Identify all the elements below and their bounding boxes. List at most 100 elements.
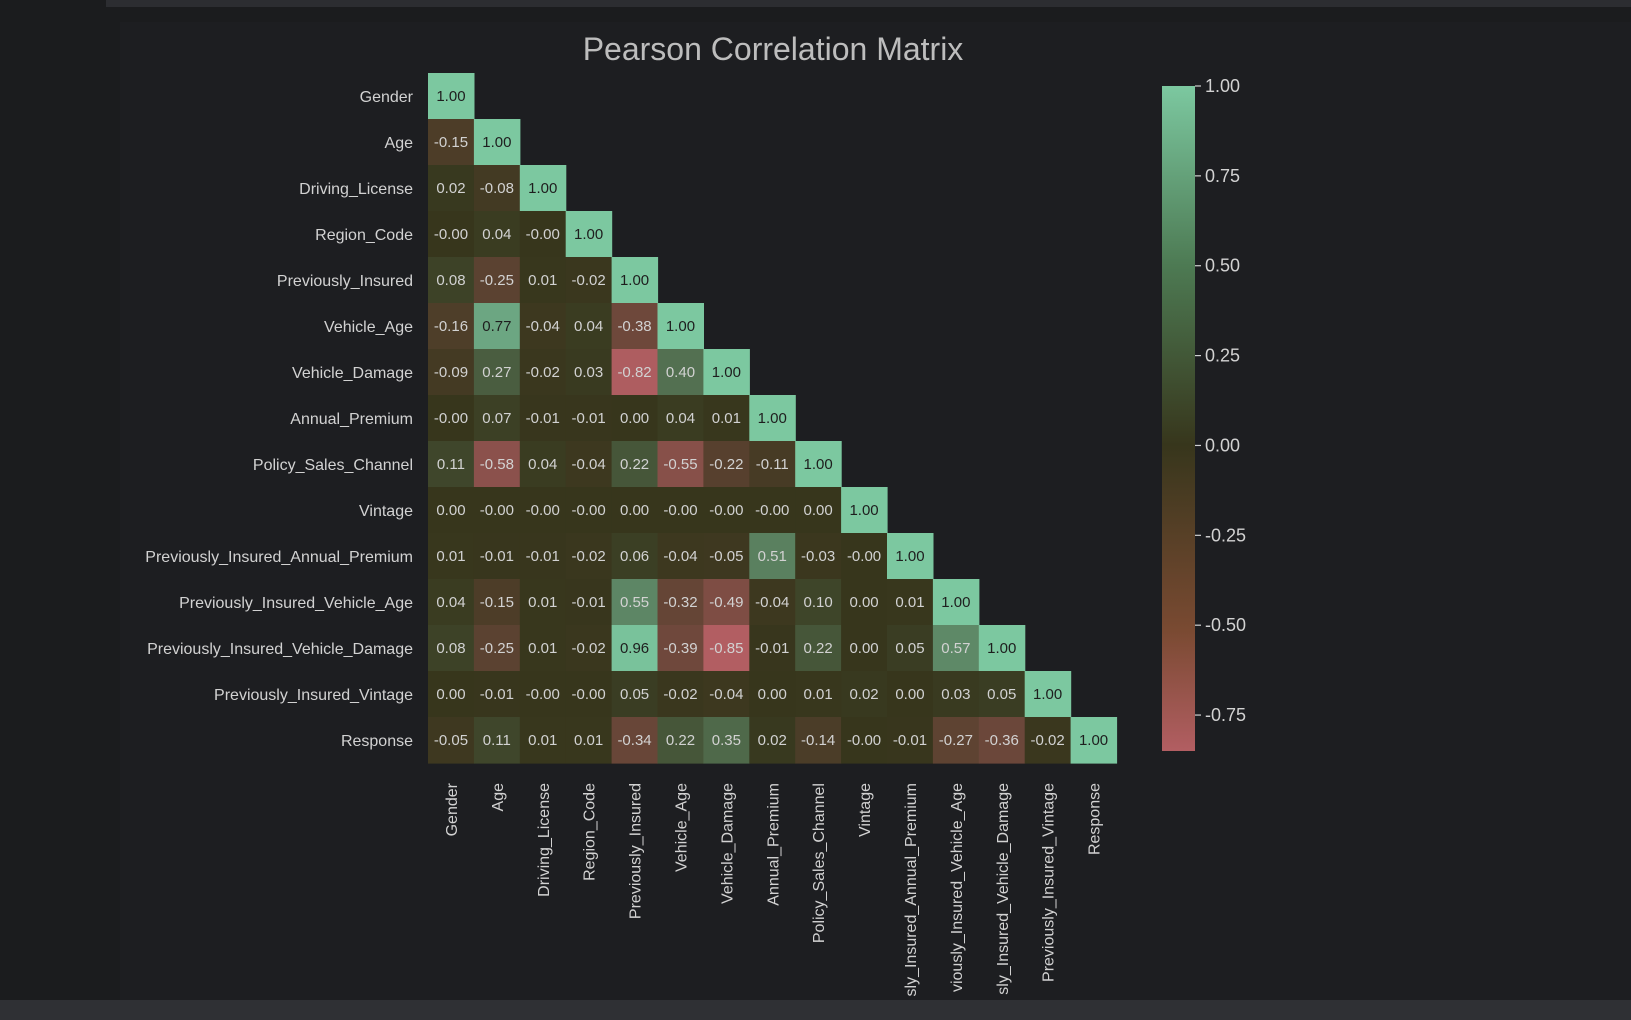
cell-value-label: 0.10 — [804, 594, 833, 611]
heatmap-cell — [611, 441, 659, 488]
heatmap-cell — [473, 579, 521, 626]
cell-value-label: 0.08 — [436, 272, 465, 289]
heatmap-cell — [519, 671, 567, 718]
heatmap-cell — [795, 717, 842, 764]
cell-value-label: 0.11 — [483, 732, 511, 749]
heatmap-cell — [749, 717, 796, 764]
heatmap-cell — [795, 671, 842, 718]
cell-value-label: -0.82 — [617, 364, 651, 381]
cell-value-label: -0.58 — [480, 456, 514, 473]
cell-value-label: 0.00 — [620, 502, 649, 519]
heatmap-cell — [611, 303, 659, 350]
heatmap-cell — [749, 671, 796, 718]
heatmap-cell — [611, 579, 659, 626]
heatmap-cell — [932, 671, 980, 718]
heatmap-cell — [749, 579, 796, 626]
column-tick-label: sly_Insured_Annual_Premium — [903, 783, 920, 996]
colorbar-tick-label: -0.25 — [1205, 525, 1246, 545]
heatmap-cell — [611, 487, 659, 534]
row-tick-label: Region_Code — [315, 227, 413, 244]
row-tick-label: Age — [385, 135, 414, 152]
heatmap-cell — [565, 717, 613, 764]
column-tick-label: Driving_License — [536, 783, 553, 897]
cell-value-label: -0.01 — [572, 594, 606, 611]
heatmap-cell — [749, 625, 796, 672]
cell-value-label: 0.22 — [620, 456, 649, 473]
cell-value-label: -0.01 — [526, 410, 560, 427]
heatmap-cell — [428, 395, 475, 442]
heatmap-cell — [703, 349, 750, 396]
cell-value-label: -0.04 — [663, 548, 697, 565]
heatmap-cell — [519, 349, 567, 396]
heatmap-cell — [887, 533, 934, 580]
heatmap-cell — [657, 303, 704, 350]
column-tick-label: Vintage — [857, 783, 874, 837]
heatmap-cell — [611, 533, 659, 580]
colorbar-tick-label: 0.50 — [1205, 256, 1240, 276]
column-tick-label: Gender — [444, 782, 461, 836]
cell-value-label: 0.04 — [482, 226, 511, 243]
cell-value-label: -0.01 — [893, 732, 927, 749]
cell-value-label: 0.27 — [482, 364, 511, 381]
heatmap-cell — [795, 579, 842, 626]
heatmap-cell — [565, 441, 613, 488]
heatmap-cell — [473, 533, 521, 580]
cell-value-label: -0.01 — [480, 686, 514, 703]
cell-value-label: 0.22 — [666, 732, 695, 749]
cell-value-label: 0.01 — [712, 410, 741, 427]
heatmap-cell — [978, 625, 1026, 672]
cell-value-label: 0.07 — [482, 410, 511, 427]
cell-value-label: -0.14 — [801, 732, 835, 749]
cell-value-label: -0.00 — [434, 410, 468, 427]
colorbar-tick-label: -0.50 — [1205, 615, 1246, 635]
cell-value-label: -0.00 — [572, 686, 606, 703]
heatmap-cell — [795, 441, 842, 488]
heatmap-cell — [611, 671, 659, 718]
column-tick-label: viously_Insured_Vehicle_Age — [949, 783, 966, 992]
cell-value-label: 0.06 — [620, 548, 649, 565]
column-tick-label: Annual_Premium — [765, 783, 782, 906]
heatmap-cell — [565, 671, 613, 718]
column-tick-label: Policy_Sales_Channel — [811, 783, 828, 943]
cell-value-label: 1.00 — [436, 88, 465, 105]
colorbar-tick-label: -0.75 — [1205, 705, 1246, 725]
cell-value-label: -0.00 — [847, 548, 881, 565]
cell-value-label: 0.04 — [574, 318, 603, 335]
heatmap-cell — [428, 257, 475, 304]
cell-value-label: -0.08 — [480, 180, 514, 197]
cell-value-label: -0.00 — [755, 502, 789, 519]
cell-value-label: -0.02 — [1031, 732, 1065, 749]
cell-value-label: -0.02 — [663, 686, 697, 703]
cell-value-label: 0.96 — [620, 640, 649, 657]
heatmap-cell — [473, 211, 521, 258]
colorbar-tick-label: 1.00 — [1205, 76, 1240, 96]
heatmap-cell — [519, 211, 567, 258]
heatmap-cell — [795, 625, 842, 672]
heatmap-cell — [749, 395, 796, 442]
cell-value-label: 0.51 — [758, 548, 787, 565]
cell-value-label: 0.01 — [528, 640, 557, 657]
heatmap-cell — [841, 487, 888, 534]
cell-value-label: 0.02 — [758, 732, 787, 749]
heatmap-cell — [519, 579, 567, 626]
heatmap-cell — [749, 533, 796, 580]
heatmap-cell — [657, 395, 704, 442]
cell-value-label: 0.01 — [804, 686, 833, 703]
heatmap-cell — [887, 671, 934, 718]
heatmap-cells: 1.00 -0.15 1.00 0.02 -0.08 1.00 -0.00 0.04 -0.00… — [428, 73, 1118, 764]
heatmap-cell — [519, 625, 567, 672]
row-tick-label: Response — [341, 733, 413, 750]
column-tick-label: sly_Insured_Vehicle_Damage — [995, 783, 1012, 995]
heatmap-cell — [657, 487, 704, 534]
heatmap-cell — [428, 211, 475, 258]
chart-title: Pearson Correlation Matrix — [583, 31, 964, 67]
cell-value-label: -0.27 — [939, 732, 973, 749]
cell-value-label: -0.00 — [709, 502, 743, 519]
heatmap-cell — [887, 625, 934, 672]
cell-value-label: 1.00 — [941, 594, 970, 611]
row-tick-label: Previously_Insured_Annual_Premium — [145, 549, 413, 566]
heatmap-cell — [519, 165, 567, 212]
heatmap-cell — [703, 441, 750, 488]
cell-value-label: -0.02 — [526, 364, 560, 381]
horizontal-scrollbar[interactable] — [0, 1000, 1631, 1020]
